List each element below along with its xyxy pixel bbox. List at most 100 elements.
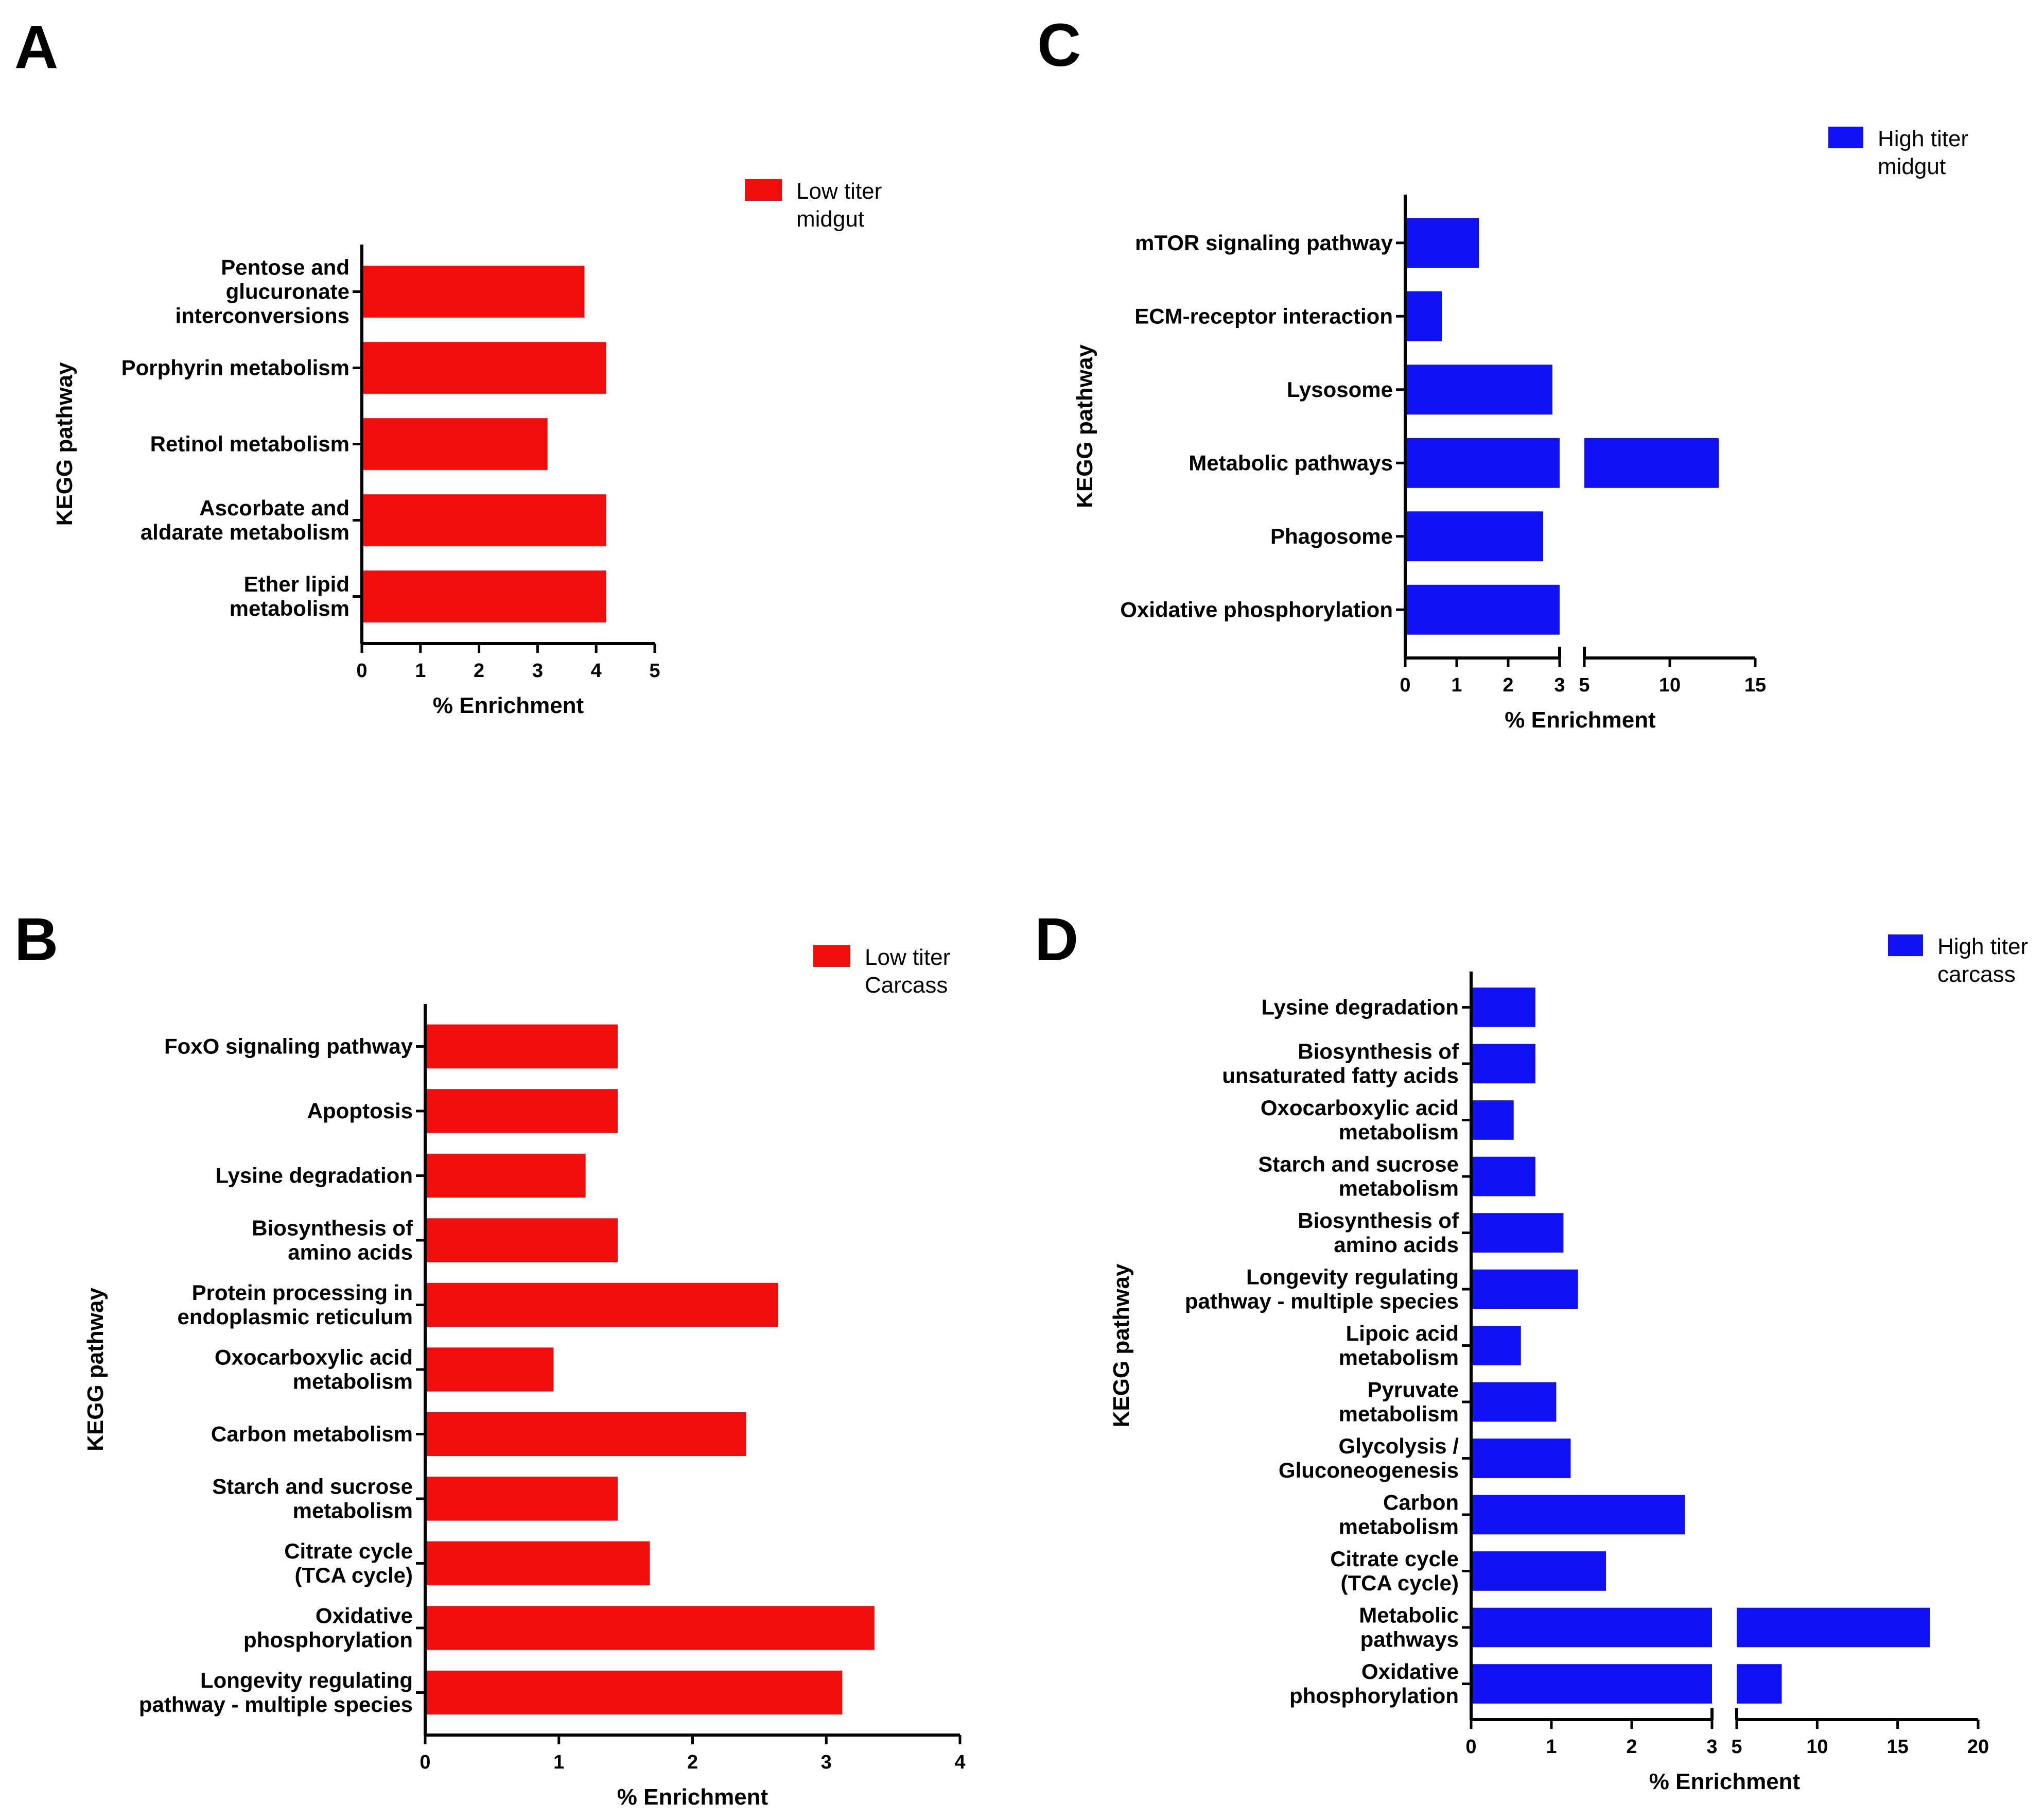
bar-b-4: [425, 1282, 778, 1327]
legend-label-b: Low titer Carcass: [865, 945, 950, 998]
category-label-d-8: Glycolysis / Gluconeogenesis: [1279, 1434, 1459, 1482]
bar-d-6: [1471, 1326, 1521, 1365]
category-label-a-0: Pentose and glucuronate interconversions: [176, 255, 350, 328]
xtick-label-d-4: 5: [1731, 1736, 1742, 1758]
legend-swatch-a: [745, 179, 782, 201]
legend-swatch-b: [813, 945, 850, 967]
bar-b-9: [425, 1606, 875, 1650]
xtick-label-c-1: 1: [1451, 674, 1462, 696]
bar-d-12: [1471, 1664, 1712, 1704]
bar-d-0: [1471, 987, 1535, 1027]
y-axis-title-a: KEGG pathway: [52, 362, 77, 526]
legend-label-d: High titer carcass: [1937, 934, 2028, 987]
category-label-b-7: Starch and sucrose metabolism: [212, 1475, 413, 1523]
category-label-b-10: Longevity regulating pathway - multiple s…: [139, 1668, 413, 1717]
chart-panel-d: Lysine degradation Biosynthesis of unsatur…: [1109, 934, 2028, 1794]
bar-d-12-seg1: [1737, 1664, 1782, 1704]
legend-label-a: Low titer midgut: [796, 179, 882, 232]
bar-b-2: [425, 1153, 586, 1198]
category-label-b-4: Protein processing in endoplasmic reticul…: [178, 1280, 413, 1329]
category-label-d-9: Carbon metabolism: [1339, 1490, 1459, 1539]
xtick-label-d-1: 1: [1546, 1736, 1557, 1758]
category-label-b-8: Citrate cycle (TCA cycle): [284, 1539, 413, 1587]
bar-c-1: [1405, 291, 1442, 341]
legend-swatch-c: [1828, 127, 1863, 148]
bar-d-4: [1471, 1213, 1564, 1253]
category-label-d-6: Lipoic acid metabolism: [1339, 1321, 1459, 1370]
bar-d-8: [1471, 1438, 1571, 1478]
bar-d-9: [1471, 1495, 1685, 1535]
xtick-label-c-6: 15: [1744, 674, 1766, 696]
category-label-b-1: Apoptosis: [307, 1099, 413, 1123]
xtick-label-b-2: 2: [687, 1752, 698, 1773]
x-axis-title-d: % Enrichment: [1649, 1769, 1801, 1794]
xtick-label-c-4: 5: [1579, 674, 1589, 696]
category-label-d-0: Lysine degradation: [1261, 995, 1459, 1019]
category-label-b-2: Lysine degradation: [215, 1164, 413, 1188]
category-label-b-0: FoxO signaling pathway: [164, 1034, 413, 1059]
bar-b-7: [425, 1477, 618, 1521]
panel-letter-b: B: [14, 906, 58, 974]
xtick-label-b-1: 1: [553, 1752, 564, 1773]
category-label-d-11: Metabolic pathways: [1359, 1603, 1459, 1652]
bar-b-1: [425, 1089, 618, 1133]
xtick-label-d-6: 15: [1887, 1736, 1909, 1758]
xtick-label-a-4: 4: [591, 660, 602, 682]
xtick-label-d-5: 10: [1806, 1736, 1828, 1758]
legend-swatch-d: [1888, 934, 1923, 956]
category-label-d-3: Starch and sucrose metabolism: [1258, 1152, 1459, 1201]
category-label-a-3: Ascorbate and aldarate metabolism: [141, 496, 350, 544]
category-label-b-3: Biosynthesis of amino acids: [252, 1216, 413, 1264]
xtick-label-a-2: 2: [474, 660, 484, 682]
xtick-label-b-0: 0: [420, 1752, 430, 1773]
panel-letter-a: A: [14, 13, 58, 81]
bar-d-11: [1471, 1607, 1712, 1648]
bar-d-5: [1471, 1269, 1578, 1309]
bar-d-10: [1471, 1551, 1606, 1591]
category-label-d-4: Biosynthesis of amino acids: [1298, 1208, 1459, 1257]
panel-letter-c: C: [1037, 11, 1081, 79]
bar-d-3: [1471, 1156, 1535, 1197]
bar-a-1: [362, 342, 606, 394]
chart-panel-c: mTOR signaling pathway ECM-receptor inter…: [1072, 126, 1968, 733]
category-label-b-5: Oxocarboxylic acid metabolism: [215, 1345, 413, 1394]
category-label-c-3: Metabolic pathways: [1189, 450, 1393, 475]
category-label-d-10: Citrate cycle (TCA cycle): [1330, 1547, 1459, 1595]
xtick-label-c-2: 2: [1503, 674, 1513, 696]
category-label-d-1: Biosynthesis of unsaturated fatty acids: [1222, 1039, 1459, 1088]
bar-c-3: [1405, 438, 1560, 488]
bar-d-2: [1471, 1100, 1514, 1140]
chart-panel-a: Pentose and glucuronate interconversions Po…: [52, 179, 882, 718]
category-label-a-4: Ether lipid metabolism: [230, 572, 350, 620]
xtick-label-a-1: 1: [415, 660, 426, 682]
legend-label-c: High titer midgut: [1878, 126, 1968, 179]
bar-b-0: [425, 1024, 618, 1069]
xtick-label-a-3: 3: [532, 660, 543, 682]
y-axis-title-c: KEGG pathway: [1072, 344, 1097, 508]
bar-c-4: [1405, 511, 1543, 562]
bar-d-11-seg1: [1737, 1607, 1930, 1648]
bar-a-2: [362, 418, 548, 470]
xtick-label-c-5: 10: [1659, 674, 1681, 696]
xtick-label-a-0: 0: [356, 660, 367, 682]
category-label-c-4: Phagosome: [1270, 524, 1393, 548]
category-label-a-1: Porphyrin metabolism: [121, 356, 350, 380]
bar-d-7: [1471, 1382, 1557, 1422]
bar-c-2: [1405, 365, 1552, 415]
x-axis-title-b: % Enrichment: [617, 1784, 768, 1810]
category-label-c-0: mTOR signaling pathway: [1135, 231, 1393, 255]
y-axis-title-d: KEGG pathway: [1109, 1263, 1134, 1427]
bar-b-8: [425, 1541, 650, 1586]
category-label-d-12: Oxidative phosphorylation: [1289, 1659, 1459, 1708]
xtick-label-b-4: 4: [954, 1752, 965, 1773]
category-label-d-5: Longevity regulating pathway - multiple s…: [1185, 1265, 1459, 1313]
bar-a-0: [362, 266, 585, 318]
xtick-label-d-2: 2: [1626, 1736, 1637, 1758]
bar-b-3: [425, 1218, 618, 1262]
xtick-label-c-0: 0: [1400, 674, 1410, 696]
category-label-b-6: Carbon metabolism: [211, 1422, 413, 1446]
bar-b-10: [425, 1670, 843, 1715]
bar-a-4: [362, 570, 606, 622]
x-axis-title-a: % Enrichment: [433, 693, 584, 718]
